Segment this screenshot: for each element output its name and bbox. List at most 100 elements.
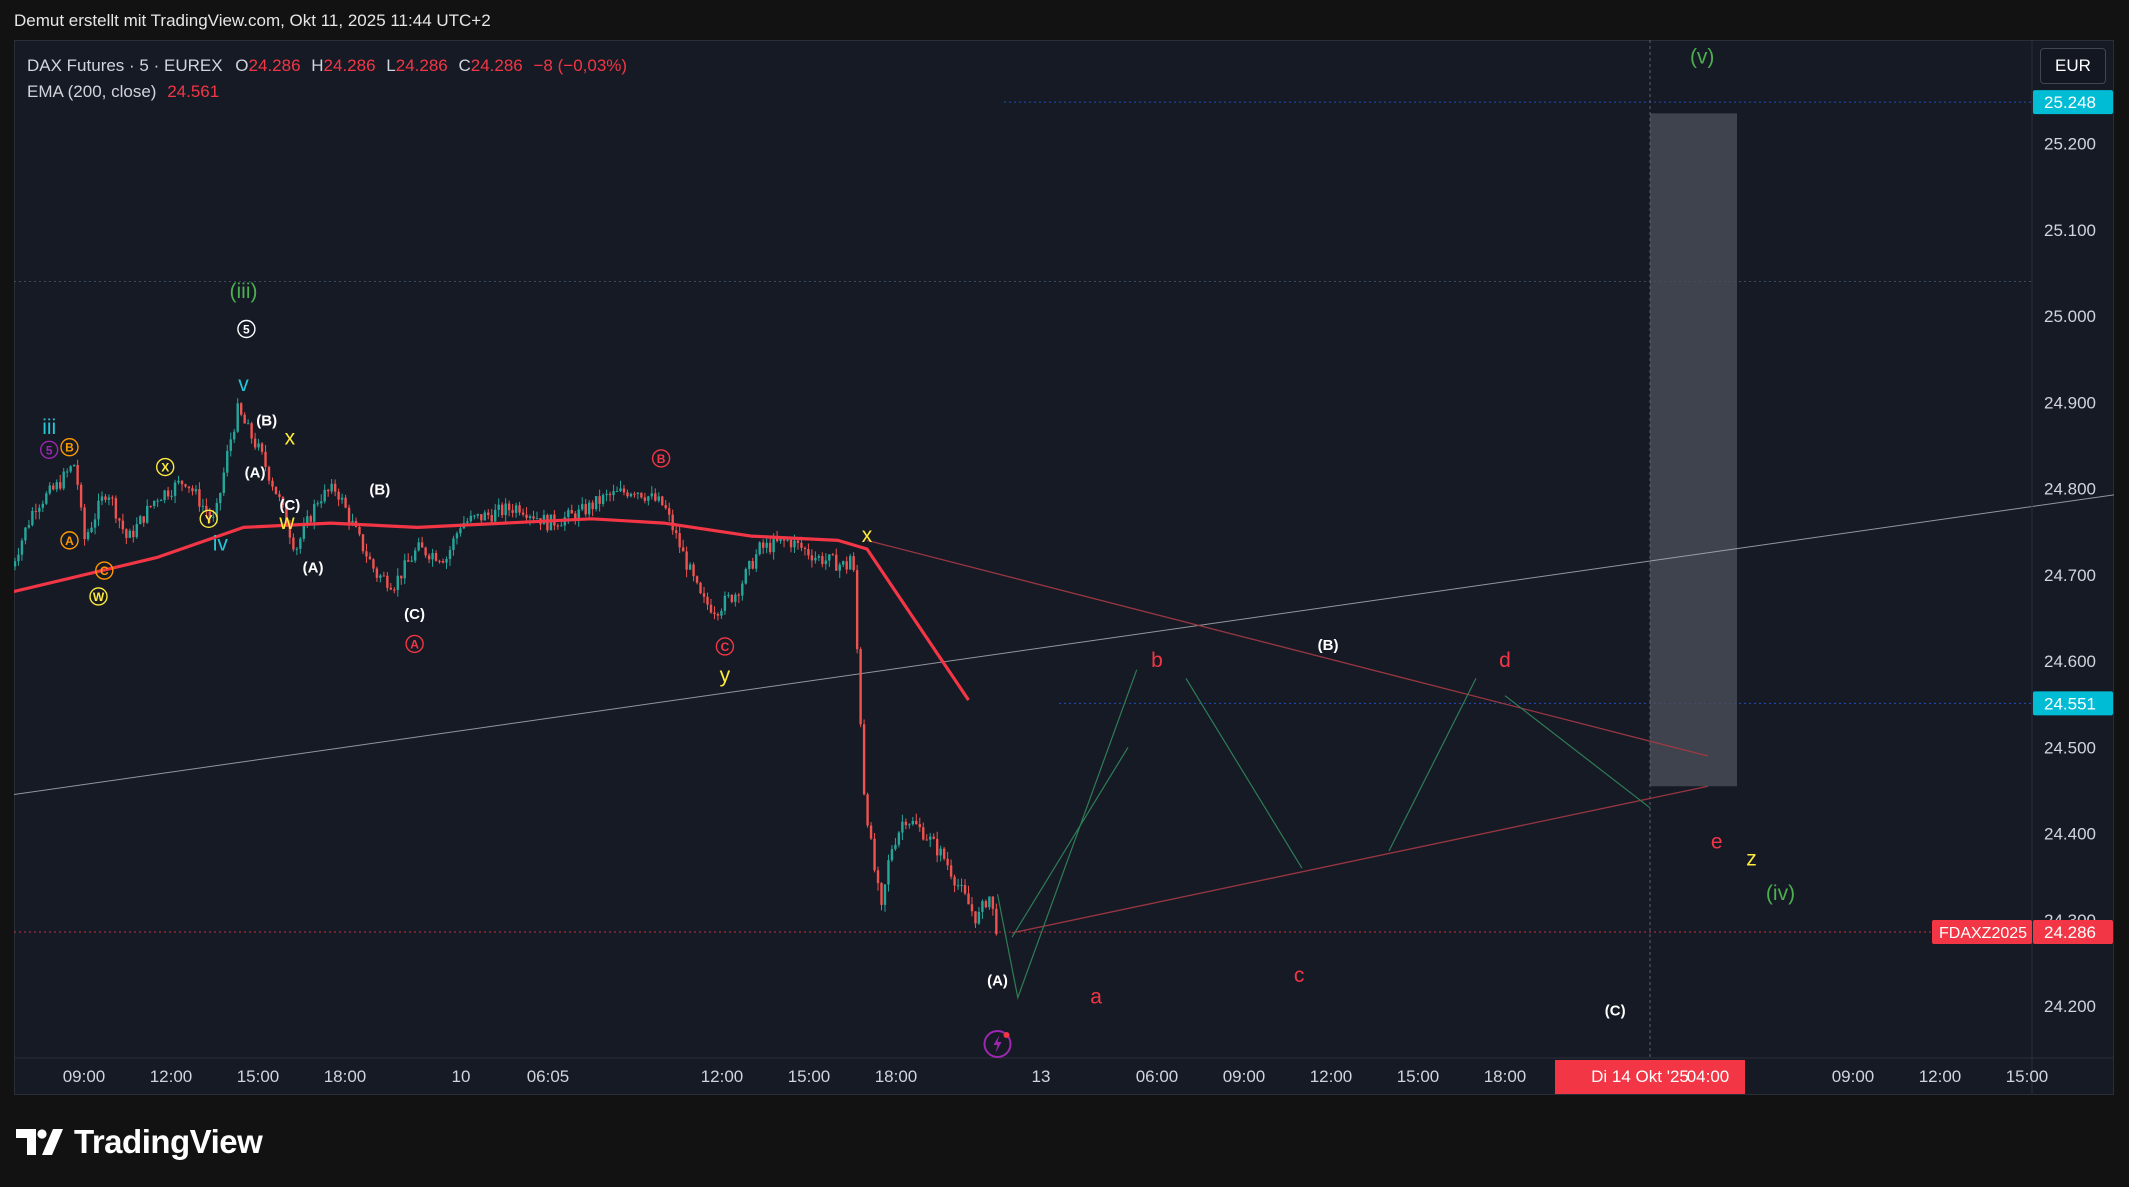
- legend-ema-label: EMA (200, close): [27, 82, 157, 101]
- candle-body: [574, 513, 577, 521]
- candle-body: [215, 503, 219, 517]
- wave-label[interactable]: (A): [245, 464, 266, 481]
- candle-body: [507, 503, 511, 511]
- candle-body: [407, 560, 410, 562]
- time-tick-label: 09:00: [1832, 1067, 1875, 1086]
- candle-body: [93, 519, 97, 528]
- wave-label[interactable]: (B): [1318, 637, 1339, 654]
- wave-label[interactable]: b: [1151, 649, 1163, 672]
- candle-body: [848, 556, 852, 570]
- candle-body: [483, 512, 486, 521]
- triangle-upper-line[interactable]: [866, 539, 1709, 757]
- candle-body: [852, 556, 855, 571]
- wave-label-circle[interactable]: [237, 319, 256, 339]
- wave-label[interactable]: (A): [987, 972, 1008, 989]
- wave-label-circle[interactable]: [60, 438, 79, 457]
- wave-label-circle[interactable]: [89, 587, 108, 606]
- wave-label[interactable]: (iv): [1766, 882, 1795, 905]
- price-tick-label: 24.200: [2044, 997, 2096, 1016]
- candle-body: [142, 516, 145, 523]
- chart-panel[interactable]: [14, 40, 2114, 1095]
- projection-box[interactable]: [1650, 113, 1737, 787]
- wave-label[interactable]: iii: [42, 416, 56, 439]
- candle-body: [480, 514, 483, 521]
- candle-body: [751, 561, 754, 569]
- candle-body: [821, 556, 824, 565]
- forecast-path-2[interactable]: [1185, 678, 1303, 869]
- forecast-path-1[interactable]: [1011, 747, 1129, 938]
- price-tick-label: 24.700: [2044, 566, 2096, 585]
- time-tick-label: 09:00: [63, 1067, 106, 1086]
- candle-body: [410, 560, 413, 562]
- candle-body: [953, 876, 956, 886]
- legend-ohlc-row: DAX Futures · 5 · EUREX O24.286 H24.286 …: [27, 53, 627, 79]
- legend-symbol[interactable]: DAX Futures · 5 · EUREX: [27, 56, 223, 75]
- candle-body: [838, 564, 841, 571]
- wave-label[interactable]: 5: [46, 443, 53, 457]
- wave-label[interactable]: A: [65, 534, 74, 548]
- time-tick-label: 06:00: [1136, 1067, 1179, 1086]
- wave-label-circle[interactable]: [40, 440, 59, 459]
- time-tick-label: 12:00: [1919, 1067, 1962, 1086]
- candle-body: [904, 821, 908, 826]
- wave-label[interactable]: x: [862, 524, 873, 547]
- ema-200-line[interactable]: [14, 517, 970, 701]
- candle-body: [615, 491, 619, 493]
- wave-label[interactable]: (B): [369, 482, 390, 499]
- wave-label-circle[interactable]: [155, 457, 175, 477]
- wave-label-circle[interactable]: [651, 449, 671, 468]
- wave-label[interactable]: (C): [1605, 1003, 1626, 1020]
- wave-label-circle[interactable]: [60, 531, 79, 550]
- wave-label[interactable]: d: [1499, 649, 1511, 672]
- candle-body: [605, 493, 608, 495]
- forecast-path-0[interactable]: [996, 669, 1138, 1000]
- candle-body: [528, 516, 532, 519]
- legend-ema-row[interactable]: EMA (200, close) 24.561: [27, 79, 627, 105]
- wave-label[interactable]: C: [721, 640, 730, 654]
- rising-trend-line[interactable]: [14, 489, 2114, 796]
- wave-label-circle[interactable]: [715, 637, 735, 656]
- wave-label[interactable]: iv: [213, 533, 229, 556]
- wave-label[interactable]: a: [1090, 986, 1102, 1009]
- candle-body: [581, 504, 584, 510]
- wave-label[interactable]: w: [278, 511, 295, 534]
- wave-label[interactable]: Y: [205, 512, 213, 526]
- candle-body: [27, 525, 31, 528]
- wave-label[interactable]: x: [285, 427, 296, 450]
- wave-label[interactable]: B: [657, 452, 666, 466]
- wave-label[interactable]: (C): [404, 606, 425, 623]
- wave-label[interactable]: C: [100, 564, 109, 578]
- price-label: 24.551: [2044, 694, 2096, 713]
- wave-label[interactable]: (iii): [230, 280, 258, 303]
- wave-label[interactable]: W: [93, 590, 105, 604]
- wave-label[interactable]: (B): [256, 413, 277, 430]
- alert-lightning-icon[interactable]: [983, 1030, 1012, 1058]
- wave-label[interactable]: X: [161, 461, 169, 475]
- triangle-lower-line[interactable]: [1011, 785, 1709, 934]
- wave-label[interactable]: B: [65, 441, 74, 455]
- time-tick-label: 15:00: [237, 1067, 280, 1086]
- wave-label[interactable]: A: [410, 637, 419, 651]
- currency-button[interactable]: EUR: [2040, 48, 2106, 84]
- wave-label[interactable]: (v): [1690, 45, 1715, 68]
- wave-label[interactable]: y: [720, 664, 731, 687]
- forecast-path-4[interactable]: [1504, 695, 1651, 809]
- candle-body: [320, 501, 323, 504]
- wave-label[interactable]: (A): [303, 559, 324, 576]
- wave-label[interactable]: v: [238, 373, 249, 396]
- wave-label[interactable]: z: [1746, 848, 1757, 871]
- wave-label-circle[interactable]: [199, 509, 218, 529]
- wave-label-circle[interactable]: [405, 634, 424, 654]
- wave-label[interactable]: c: [1294, 964, 1305, 987]
- tradingview-logo[interactable]: TradingView: [16, 1123, 263, 1161]
- wave-label[interactable]: e: [1711, 830, 1723, 853]
- forecast-path-3[interactable]: [1388, 678, 1477, 852]
- candle-body: [514, 505, 518, 513]
- candle-body: [587, 502, 591, 515]
- wave-label[interactable]: (C): [279, 497, 300, 514]
- candle-body: [59, 482, 62, 489]
- wave-label[interactable]: 5: [243, 323, 250, 337]
- candle-body: [420, 542, 424, 548]
- wave-label-circle[interactable]: [95, 561, 114, 580]
